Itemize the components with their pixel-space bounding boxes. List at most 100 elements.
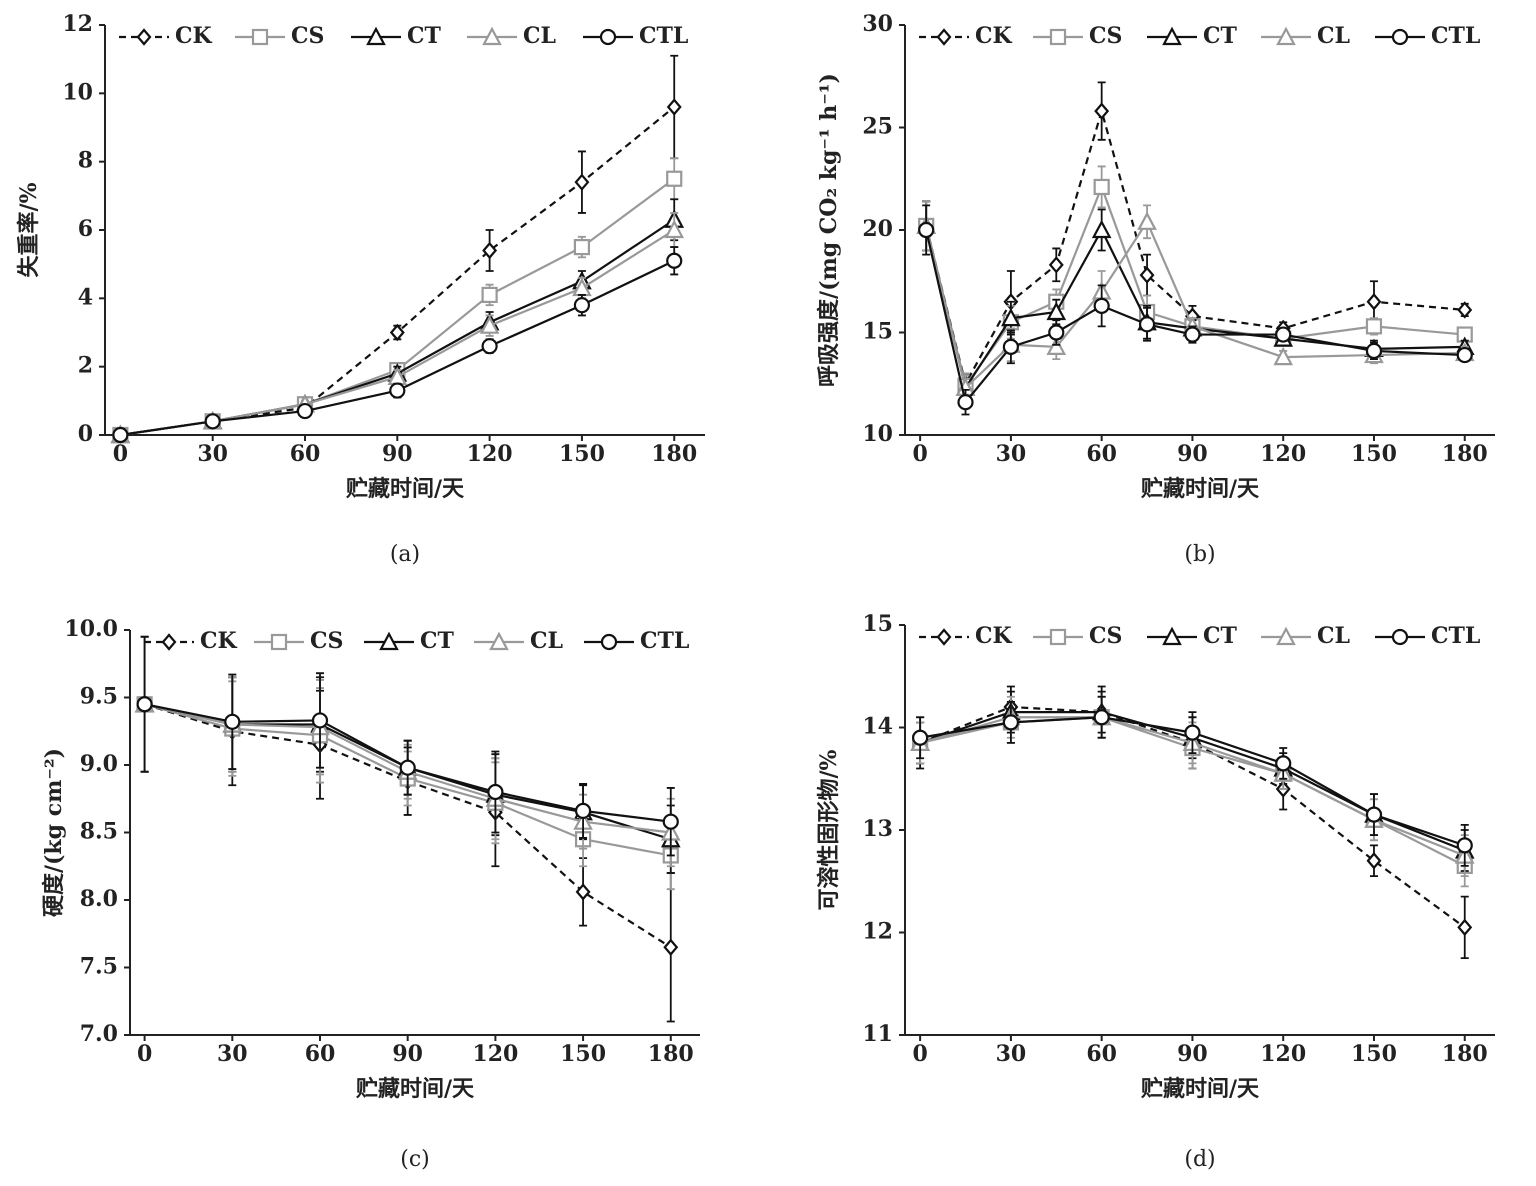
marker <box>1137 211 1157 230</box>
x-axis-label: 贮藏时间/天 <box>356 1076 475 1102</box>
legend-label: CL <box>523 23 556 49</box>
panel-label: (d) <box>1184 1147 1215 1172</box>
marker <box>662 813 679 830</box>
x-tick-label: 60 <box>1086 441 1117 467</box>
x-tick-label: 150 <box>560 1041 606 1067</box>
marker <box>1091 219 1112 239</box>
legend-marker <box>599 28 617 46</box>
marker <box>1048 324 1065 341</box>
legend-label: CT <box>1203 23 1238 49</box>
x-tick-label: 60 <box>305 1041 336 1067</box>
marker <box>1046 336 1067 355</box>
x-tick-label: 30 <box>217 1041 248 1067</box>
marker <box>918 221 935 239</box>
y-axis-label: 可溶性固形物/% <box>816 749 842 910</box>
marker <box>666 170 683 187</box>
x-tick-label: 180 <box>648 1041 694 1067</box>
y-tick-label: 7.5 <box>80 954 118 980</box>
legend-label: CTL <box>1431 623 1480 649</box>
y-tick-label: 25 <box>862 114 893 140</box>
x-axis-label: 贮藏时间/天 <box>1141 1076 1260 1102</box>
y-tick-label: 4 <box>78 284 93 310</box>
marker <box>575 883 591 901</box>
legend-marker <box>1391 28 1409 46</box>
legend-marker <box>1049 28 1067 46</box>
marker <box>1002 338 1019 355</box>
marker <box>1275 326 1292 343</box>
marker <box>1275 755 1292 772</box>
x-tick-label: 180 <box>651 441 697 467</box>
series-line <box>120 259 675 437</box>
legend-marker <box>482 26 502 46</box>
y-tick-label: 10 <box>62 79 93 105</box>
panel-label: (c) <box>400 1147 430 1172</box>
marker <box>573 238 591 256</box>
legend-marker <box>379 631 399 651</box>
marker <box>1046 301 1067 321</box>
legend-label: CT <box>407 23 442 49</box>
marker <box>666 252 683 269</box>
x-tick-label: 150 <box>1351 441 1397 467</box>
marker <box>487 783 504 801</box>
legend-marker <box>936 28 952 46</box>
series-line <box>925 107 1465 387</box>
marker <box>573 297 591 314</box>
marker <box>479 315 500 334</box>
marker <box>204 413 221 430</box>
marker <box>1365 806 1383 823</box>
legend-marker <box>1276 26 1296 46</box>
y-tick-label: 15 <box>862 319 893 345</box>
marker <box>1093 297 1110 314</box>
x-tick-label: 120 <box>1260 1041 1306 1067</box>
marker <box>1001 307 1021 327</box>
legend-label: CL <box>1317 23 1350 49</box>
x-tick-label: 0 <box>912 441 927 467</box>
marker <box>1456 346 1473 364</box>
legend-marker <box>936 628 952 646</box>
marker <box>481 286 498 304</box>
legend-marker <box>1276 626 1296 646</box>
legend-label: CK <box>175 23 213 49</box>
y-tick-label: 20 <box>862 216 893 242</box>
y-tick-label: 8.5 <box>80 819 118 845</box>
marker <box>1139 266 1155 284</box>
y-tick-label: 6 <box>78 216 93 242</box>
marker <box>1366 293 1382 311</box>
legend-marker <box>1391 628 1409 646</box>
y-tick-label: 10.0 <box>64 616 118 642</box>
y-tick-label: 9.5 <box>80 684 118 710</box>
x-tick-label: 90 <box>1177 441 1208 467</box>
x-tick-label: 30 <box>996 1041 1027 1067</box>
legend-marker <box>161 633 177 651</box>
x-axis-label: 贮藏时间/天 <box>346 476 465 502</box>
legend-label: CTL <box>639 23 688 49</box>
marker <box>1002 714 1019 731</box>
subplot: 0 30 60 90 120 150 180 11 12 13 14 15 贮藏时间/天 可溶性固形物/%… <box>816 611 1495 1172</box>
marker <box>663 938 679 956</box>
y-tick-label: 0 <box>78 421 93 447</box>
y-tick-label: 12 <box>862 919 893 945</box>
y-tick-label: 7.0 <box>80 1021 118 1047</box>
x-tick-label: 150 <box>559 441 605 467</box>
subplot: 0 30 60 90 120 150 180 10 15 20 25 30 贮藏时间/天 呼吸强度/(mg… <box>816 11 1495 567</box>
series-line <box>925 229 1465 405</box>
y-axis-label: 呼吸强度/(mg CO₂ kg⁻¹ h⁻¹) <box>816 73 842 387</box>
marker <box>912 729 929 746</box>
marker <box>1094 102 1110 120</box>
x-tick-label: 60 <box>1086 1041 1117 1067</box>
x-tick-label: 180 <box>1442 1041 1488 1067</box>
marker <box>1457 301 1473 319</box>
marker <box>389 382 406 399</box>
subplot: 0 30 60 90 120 150 180 7.0 7.5 8.0 8.5 9.0 9.5 10.0 贮藏… <box>41 616 700 1172</box>
x-tick-label: 120 <box>1260 441 1306 467</box>
series-line <box>925 219 1465 390</box>
series-line <box>925 183 1465 389</box>
legend-label: CS <box>310 628 343 654</box>
legend-label: CS <box>1089 23 1122 49</box>
x-tick-label: 0 <box>912 1041 927 1067</box>
legend-marker <box>489 631 509 651</box>
legend-label: CK <box>975 623 1013 649</box>
y-tick-label: 8.0 <box>80 886 118 912</box>
legend-label: CS <box>1089 623 1122 649</box>
